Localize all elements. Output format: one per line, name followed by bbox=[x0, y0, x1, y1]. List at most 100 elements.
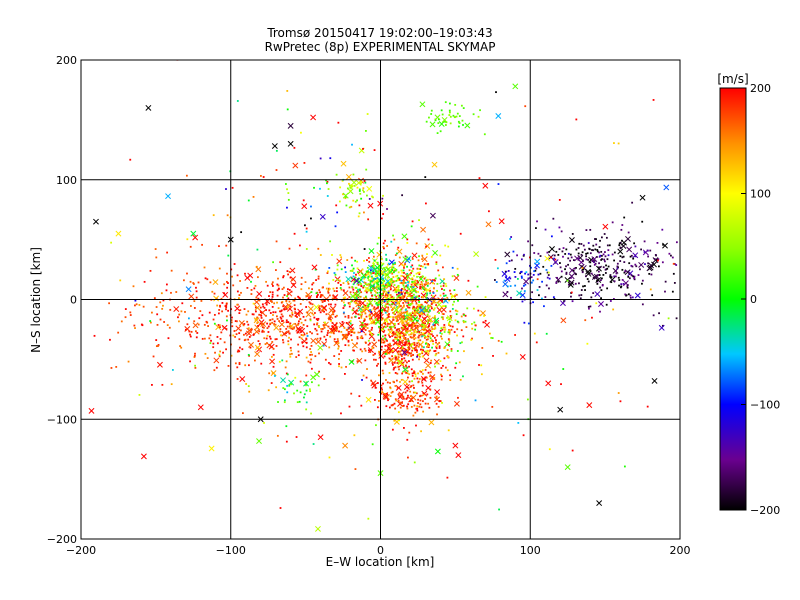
data-point bbox=[347, 323, 354, 330]
data-point bbox=[311, 353, 313, 356]
data-point bbox=[380, 341, 383, 344]
data-point bbox=[252, 302, 255, 305]
data-point bbox=[452, 114, 455, 117]
data-point bbox=[339, 284, 342, 286]
data-point bbox=[284, 366, 287, 369]
data-point bbox=[380, 392, 383, 395]
data-point bbox=[309, 390, 312, 392]
data-point bbox=[414, 324, 417, 327]
data-point bbox=[167, 337, 170, 340]
data-point bbox=[365, 130, 367, 132]
data-point bbox=[376, 281, 379, 283]
data-point bbox=[395, 291, 398, 294]
data-point bbox=[271, 321, 274, 324]
data-point bbox=[226, 272, 228, 275]
data-point bbox=[227, 254, 230, 257]
data-point bbox=[582, 268, 585, 271]
data-point bbox=[273, 324, 280, 331]
data-point bbox=[263, 326, 265, 329]
data-point bbox=[491, 405, 494, 408]
data-point bbox=[681, 257, 683, 259]
data-point bbox=[402, 284, 405, 287]
data-point bbox=[661, 261, 664, 264]
data-point bbox=[282, 275, 285, 277]
data-point bbox=[374, 290, 376, 292]
data-point bbox=[425, 289, 427, 292]
data-point bbox=[625, 294, 628, 297]
data-point bbox=[417, 339, 420, 342]
data-point bbox=[657, 259, 659, 262]
data-marker bbox=[317, 434, 324, 441]
data-point bbox=[426, 393, 429, 396]
data-point bbox=[244, 364, 247, 367]
data-point bbox=[406, 272, 409, 275]
data-point bbox=[448, 109, 451, 112]
data-point bbox=[314, 312, 316, 314]
data-marker bbox=[419, 101, 426, 108]
data-point bbox=[345, 276, 352, 283]
data-point bbox=[396, 293, 398, 296]
data-point bbox=[536, 278, 539, 281]
data-point bbox=[558, 198, 561, 201]
data-point bbox=[311, 332, 313, 335]
data-point bbox=[342, 193, 344, 196]
data-point bbox=[396, 289, 398, 292]
data-point bbox=[305, 384, 307, 387]
data-point bbox=[266, 327, 269, 330]
data-point bbox=[402, 302, 405, 304]
data-point bbox=[236, 366, 239, 369]
data-point bbox=[418, 353, 421, 356]
data-point bbox=[629, 255, 632, 258]
data-point bbox=[419, 370, 422, 373]
data-point bbox=[382, 330, 385, 333]
data-point bbox=[480, 310, 486, 317]
data-point bbox=[417, 271, 420, 274]
data-point bbox=[456, 273, 459, 276]
data-point bbox=[421, 325, 424, 328]
data-point bbox=[371, 298, 374, 300]
data-point bbox=[602, 253, 605, 256]
data-point bbox=[581, 251, 584, 254]
data-point bbox=[252, 196, 255, 198]
data-point bbox=[187, 317, 190, 320]
data-point bbox=[346, 259, 349, 261]
data-point bbox=[332, 310, 335, 313]
data-point bbox=[360, 307, 367, 314]
data-point bbox=[379, 391, 381, 394]
data-point bbox=[426, 314, 429, 316]
data-point bbox=[394, 326, 396, 329]
data-point bbox=[592, 276, 595, 279]
data-point bbox=[349, 320, 352, 322]
data-point bbox=[406, 438, 409, 441]
data-point bbox=[432, 335, 434, 337]
data-point bbox=[193, 300, 196, 303]
data-point bbox=[293, 299, 296, 302]
data-point bbox=[434, 326, 437, 329]
data-point bbox=[277, 307, 280, 310]
x-tick-label: −100 bbox=[216, 544, 246, 557]
data-point bbox=[376, 406, 379, 409]
data-point bbox=[269, 291, 272, 294]
data-point bbox=[447, 331, 450, 334]
data-point bbox=[453, 331, 456, 333]
data-point bbox=[629, 296, 632, 299]
data-point bbox=[447, 344, 450, 346]
data-point bbox=[390, 270, 393, 273]
data-point bbox=[399, 297, 402, 299]
data-point bbox=[394, 336, 397, 339]
data-point bbox=[440, 327, 443, 330]
data-point bbox=[340, 324, 343, 327]
data-point bbox=[348, 286, 351, 289]
data-point bbox=[270, 382, 273, 384]
data-point bbox=[429, 309, 431, 312]
data-point bbox=[397, 246, 400, 249]
data-point bbox=[404, 359, 407, 362]
data-point bbox=[420, 276, 422, 278]
data-point bbox=[546, 251, 549, 254]
data-point bbox=[247, 310, 250, 313]
data-point bbox=[333, 272, 336, 274]
data-point bbox=[406, 330, 409, 333]
data-point bbox=[428, 406, 431, 409]
data-point bbox=[387, 399, 389, 402]
data-point bbox=[417, 322, 424, 329]
